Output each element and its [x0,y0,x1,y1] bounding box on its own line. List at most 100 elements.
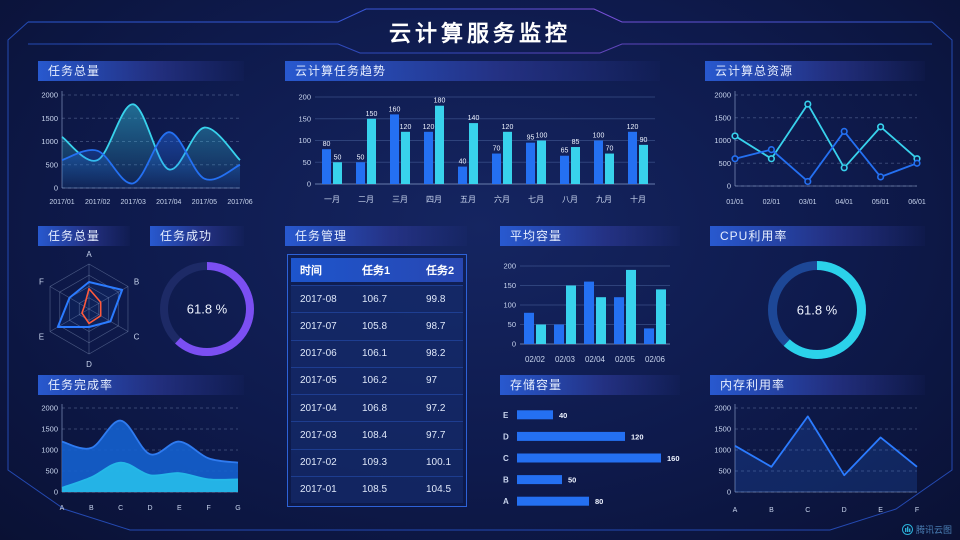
svg-text:02/03: 02/03 [555,355,576,364]
svg-text:D: D [86,360,92,369]
watermark: 腾讯云图 [901,523,952,536]
svg-text:90: 90 [640,137,648,144]
panel-title-avg-capacity: 平均容量 [500,226,680,246]
svg-text:1000: 1000 [41,446,58,455]
table-cell: 106.1 [362,348,388,360]
svg-text:03/01: 03/01 [799,199,817,206]
svg-text:1500: 1500 [714,425,731,434]
panel-title-task-management: 任务管理 [285,226,467,246]
svg-text:200: 200 [298,93,311,102]
svg-text:A: A [733,507,738,514]
svg-text:E: E [177,505,182,512]
svg-text:40: 40 [459,159,467,166]
panel-title-cloud-task-trend: 云计算任务趋势 [285,61,660,81]
svg-text:2017/03: 2017/03 [121,199,146,206]
table-cell: 2017-02 [300,457,337,469]
svg-text:80: 80 [595,497,603,506]
table-cell: 108.5 [362,484,388,496]
svg-text:61.8 %: 61.8 % [797,303,838,318]
task-table: 时间 任务1 任务2 2017-08 106.7 99.8 2017-07 105.8 98.7… [287,254,467,507]
panel-title-storage-capacity: 存储容量 [500,375,680,395]
svg-text:70: 70 [493,146,501,153]
watermark-icon [901,524,913,535]
svg-text:500: 500 [718,467,731,476]
panel-title-cpu-usage: CPU利用率 [710,226,925,246]
svg-text:02/05: 02/05 [615,355,636,364]
svg-text:D: D [842,507,847,514]
svg-text:二月: 二月 [358,195,374,204]
chart-cloud-total-resources: 0 500 1000 1500 2000 01/01 02/01 03/01 04/01 05/0… [705,84,935,208]
svg-text:50: 50 [334,154,342,161]
svg-text:0: 0 [727,182,731,191]
svg-text:50: 50 [508,320,516,329]
table-cell: 2017-03 [300,429,337,441]
svg-text:06/01: 06/01 [908,199,926,206]
table-cell: 104.5 [426,484,452,496]
svg-text:F: F [39,278,44,287]
svg-text:80: 80 [323,141,331,148]
svg-text:120: 120 [627,124,639,131]
svg-text:1000: 1000 [41,137,58,146]
table-cell: 2017-05 [300,375,337,387]
svg-text:十月: 十月 [630,194,646,204]
table-header-row: 时间 任务1 任务2 [291,258,463,282]
svg-text:B: B [89,505,94,512]
table-cell: 106.7 [362,293,388,305]
svg-text:C: C [118,505,123,512]
svg-text:0: 0 [54,488,58,497]
svg-text:120: 120 [631,432,644,441]
panel-title-task-completion: 任务完成率 [38,375,244,395]
svg-text:50: 50 [303,158,311,167]
svg-text:1000: 1000 [714,136,731,145]
svg-text:02/01: 02/01 [763,199,781,206]
svg-text:70: 70 [606,146,614,153]
svg-text:C: C [805,507,810,514]
svg-text:50: 50 [568,476,576,485]
table-cell: 106.2 [362,375,388,387]
table-row: 2017-01 108.5 104.5 [291,475,463,503]
table-cell: 2017-01 [300,484,337,496]
svg-text:50: 50 [357,154,365,161]
svg-text:150: 150 [298,114,311,123]
svg-text:0: 0 [512,340,516,349]
svg-text:E: E [503,411,509,420]
page-title: 云计算服务监控 [388,21,571,46]
svg-text:02/04: 02/04 [585,355,606,364]
table-row: 2017-06 106.1 98.2 [291,339,463,367]
svg-text:1000: 1000 [714,446,731,455]
svg-text:C: C [134,332,140,341]
table-cell: 97 [426,375,438,387]
svg-text:2000: 2000 [41,404,58,413]
svg-text:150: 150 [503,281,516,290]
table-row: 2017-04 106.8 97.2 [291,394,463,422]
svg-text:八月: 八月 [562,195,578,204]
svg-text:G: G [235,505,240,512]
svg-text:2017/02: 2017/02 [85,199,110,206]
chart-storage-capacity: E 40 D 120 C 160 B 50 A 80 [495,404,685,512]
table-cell: 98.2 [426,348,446,360]
svg-text:D: D [503,432,509,441]
svg-text:100: 100 [536,133,548,140]
chart-task-completion: 0 500 1000 1500 2000 A B C D E F G [38,398,248,514]
svg-text:120: 120 [502,124,514,131]
chart-avg-capacity: 0 50 100 150 200 02/02 02/03 02/04 02/05 02/06 [492,250,684,366]
panel-title-task-success: 任务成功 [150,226,244,246]
svg-text:150: 150 [366,111,378,118]
table-row: 2017-08 106.7 99.8 [291,285,463,313]
table-header-cell: 任务1 [362,265,391,277]
svg-text:04/01: 04/01 [835,199,853,206]
svg-text:120: 120 [400,124,412,131]
svg-text:160: 160 [667,454,680,463]
svg-text:140: 140 [468,115,480,122]
svg-text:A: A [60,505,65,512]
svg-text:2017/05: 2017/05 [192,199,217,206]
svg-text:A: A [503,497,509,506]
panel-title-task-total-radar: 任务总量 [38,226,130,246]
table-cell: 97.7 [426,429,446,441]
svg-text:02/02: 02/02 [525,355,546,364]
svg-text:五月: 五月 [460,195,476,204]
svg-text:0: 0 [307,180,311,189]
table-row: 2017-02 109.3 100.1 [291,448,463,476]
svg-text:七月: 七月 [528,195,544,204]
svg-text:B: B [134,278,139,287]
